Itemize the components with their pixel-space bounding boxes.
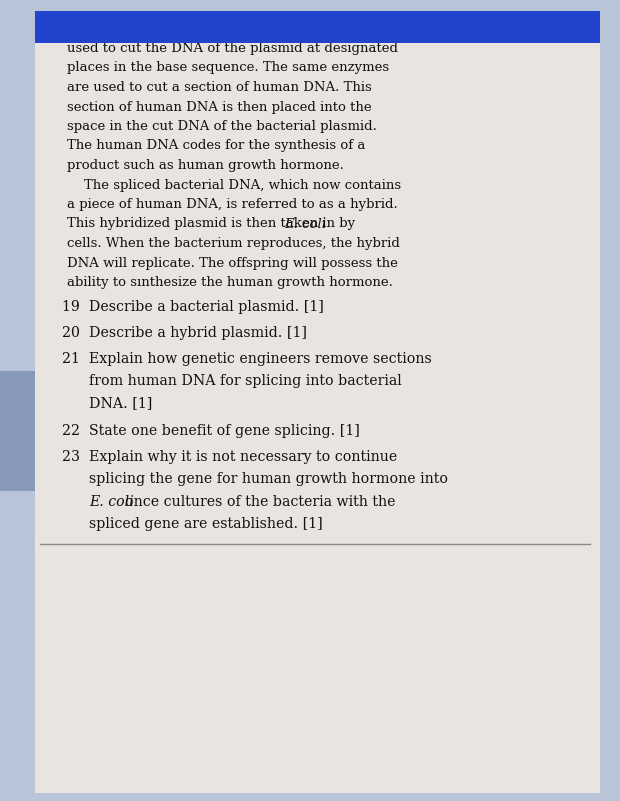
Text: section of human DNA is then placed into the: section of human DNA is then placed into… — [67, 100, 371, 114]
Text: places in the base sequence. The same enzymes: places in the base sequence. The same en… — [67, 62, 389, 74]
Text: The spliced bacterial DNA, which now contains: The spliced bacterial DNA, which now con… — [67, 179, 401, 191]
Text: This hybridized plasmid is then taken in by: This hybridized plasmid is then taken in… — [67, 218, 360, 231]
Text: space in the cut DNA of the bacterial plasmid.: space in the cut DNA of the bacterial pl… — [67, 120, 377, 133]
Text: are used to cut a section of human DNA. This: are used to cut a section of human DNA. … — [67, 81, 372, 94]
Text: once cultures of the bacteria with the: once cultures of the bacteria with the — [125, 494, 395, 509]
Text: DNA will replicate. The offspring will possess the: DNA will replicate. The offspring will p… — [67, 256, 398, 269]
Text: a piece of human DNA, is referred to as a hybrid.: a piece of human DNA, is referred to as … — [67, 198, 398, 211]
Text: E. coli: E. coli — [285, 218, 326, 231]
Text: spliced gene are established. [1]: spliced gene are established. [1] — [89, 517, 323, 531]
Text: 20  Describe a hybrid plasmid. [1]: 20 Describe a hybrid plasmid. [1] — [62, 326, 307, 340]
Text: cells. When the bacterium reproduces, the hybrid: cells. When the bacterium reproduces, th… — [67, 237, 400, 250]
Text: 19  Describe a bacterial plasmid. [1]: 19 Describe a bacterial plasmid. [1] — [62, 300, 324, 315]
Text: product such as human growth hormone.: product such as human growth hormone. — [67, 159, 344, 172]
Text: splicing the gene for human growth hormone into: splicing the gene for human growth hormo… — [89, 472, 448, 486]
Text: E. coli: E. coli — [89, 494, 134, 509]
Text: used to cut the DNA of the plasmid at designated: used to cut the DNA of the plasmid at de… — [67, 42, 398, 55]
Text: 22  State one benefit of gene splicing. [1]: 22 State one benefit of gene splicing. [… — [62, 424, 360, 438]
Text: DNA. [1]: DNA. [1] — [89, 396, 153, 410]
Text: 21  Explain how genetic engineers remove sections: 21 Explain how genetic engineers remove … — [62, 352, 432, 365]
Text: ability to sınthesize the human growth hormone.: ability to sınthesize the human growth h… — [67, 276, 393, 289]
Text: from human DNA for splicing into bacterial: from human DNA for splicing into bacteri… — [89, 374, 402, 388]
Text: 23  Explain why it is not necessary to continue: 23 Explain why it is not necessary to co… — [62, 449, 397, 464]
Text: The human DNA codes for the synthesis of a: The human DNA codes for the synthesis of… — [67, 139, 365, 152]
